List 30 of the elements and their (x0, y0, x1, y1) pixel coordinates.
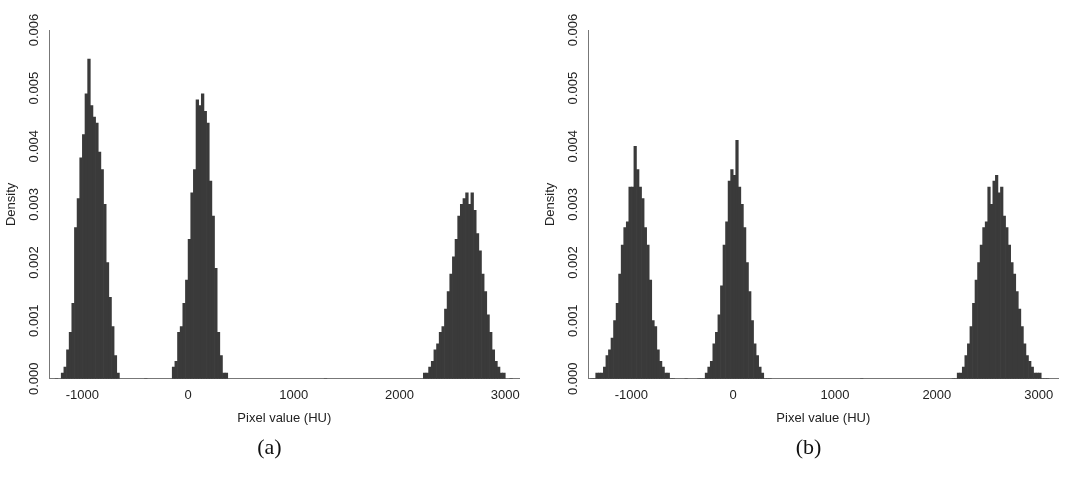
y-tick-label: 0.000 (564, 362, 580, 396)
y-tick-label: 0.003 (564, 188, 580, 221)
x-tick-label: 0 (729, 387, 737, 403)
y-tick-label: 0.004 (564, 129, 580, 163)
x-tick-label: 0 (184, 387, 192, 403)
x-tick-label: 1000 (279, 387, 309, 403)
x-tick-label: -1000 (614, 387, 648, 403)
y-tick-label: 0.005 (564, 71, 580, 105)
y-tick-label: 0.001 (564, 304, 580, 337)
y-tick-label: 0.002 (25, 246, 41, 279)
y-tick-label: 0.006 (564, 13, 580, 47)
y-tick-label: 0.000 (25, 362, 41, 396)
y-tick-label: 0.006 (25, 13, 41, 47)
x-axis-title: Pixel value (HU) (776, 409, 871, 425)
x-tick-label: 2000 (922, 387, 952, 403)
y-tick-label: 0.001 (25, 304, 41, 337)
x-tick-label: 3000 (490, 387, 520, 403)
y-axis-title: Density (542, 182, 558, 227)
text: (a) (256, 434, 283, 460)
y-tick-label: 0.002 (564, 246, 580, 279)
x-axis-title: Pixel value (HU) (237, 409, 332, 425)
x-tick-label: -1000 (65, 387, 99, 403)
x-tick-label: 2000 (385, 387, 414, 403)
y-tick-label: 0.005 (25, 71, 41, 105)
text: (b) (794, 434, 823, 460)
x-tick-label: 3000 (1024, 387, 1054, 403)
y-axis-title: Density (3, 182, 19, 227)
y-tick-label: 0.003 (25, 188, 41, 221)
y-tick-label: 0.004 (25, 129, 41, 163)
x-tick-label: 1000 (820, 387, 850, 403)
